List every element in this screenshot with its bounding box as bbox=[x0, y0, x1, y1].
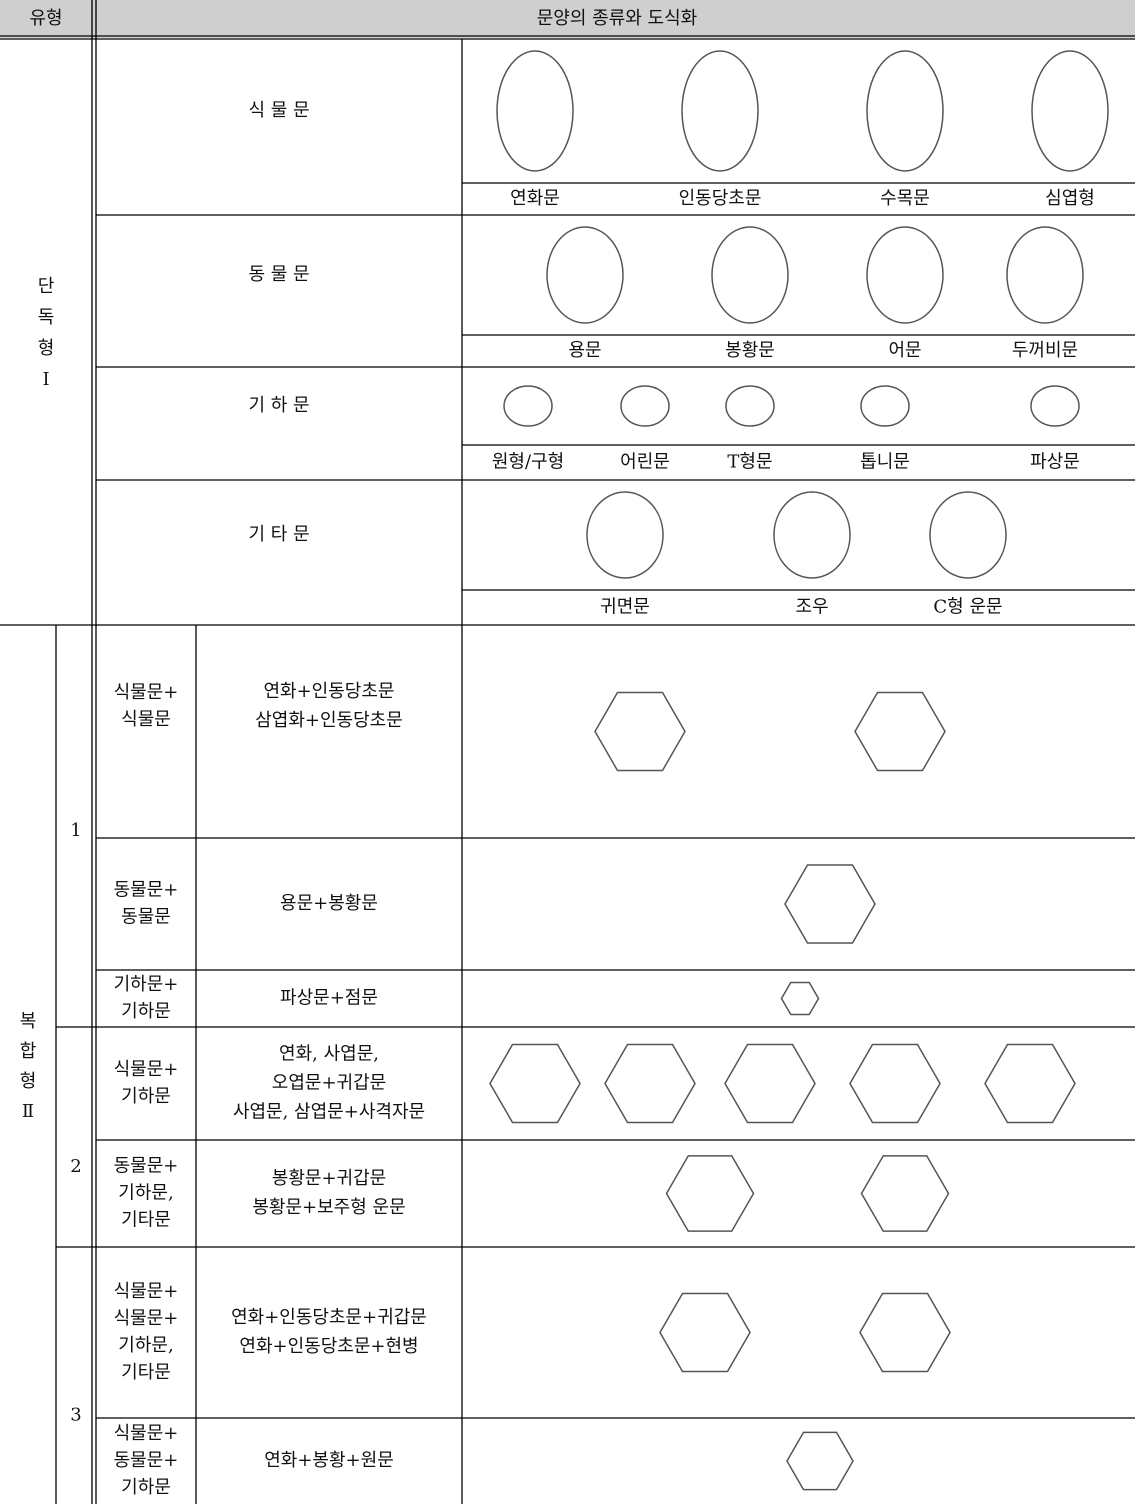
description: 오엽문+귀갑문 bbox=[272, 1073, 386, 1094]
pattern-item: 두꺼비문 bbox=[1012, 340, 1078, 361]
pattern-drawing bbox=[489, 1043, 581, 1124]
pattern-drawing bbox=[1030, 385, 1080, 427]
pattern-name: 기 타 문 bbox=[248, 524, 309, 545]
pattern-drawing bbox=[849, 1043, 941, 1124]
description: 연화, 사엽문, bbox=[279, 1044, 379, 1065]
description: 연화+인동당초문+귀갑문 bbox=[231, 1307, 427, 1328]
group-number: 3 bbox=[70, 1405, 81, 1426]
category: 식물문 bbox=[121, 709, 171, 730]
pattern-drawing bbox=[725, 385, 775, 427]
pattern-drawing bbox=[1031, 50, 1109, 172]
pattern-drawing bbox=[496, 50, 574, 172]
type-label: 합 bbox=[20, 1041, 37, 1062]
pattern-drawing bbox=[659, 1292, 751, 1373]
pattern-drawing bbox=[546, 226, 624, 324]
header-type: 유형 bbox=[29, 8, 62, 29]
pattern-item: 수목문 bbox=[880, 188, 930, 209]
pattern-item: 톱니문 bbox=[860, 452, 910, 473]
type-label: 복 bbox=[20, 1011, 37, 1032]
pattern-drawing bbox=[681, 50, 759, 172]
pattern-drawing bbox=[859, 1292, 951, 1373]
type-label: 단 bbox=[38, 276, 55, 297]
pattern-drawing bbox=[780, 981, 820, 1016]
pattern-drawing bbox=[773, 491, 851, 579]
type-label: Ⅱ bbox=[22, 1101, 34, 1122]
category: 기하문+ bbox=[114, 974, 179, 995]
pattern-drawing bbox=[604, 1043, 696, 1124]
pattern-drawing bbox=[860, 385, 910, 427]
category: 식물문+ bbox=[114, 1423, 179, 1444]
category: 식물문+ bbox=[114, 1308, 179, 1329]
pattern-drawing bbox=[503, 385, 553, 427]
category: 기하문 bbox=[121, 1086, 171, 1107]
description: 봉황문+보주형 운문 bbox=[252, 1197, 405, 1218]
pattern-drawing bbox=[984, 1043, 1076, 1124]
pattern-item: C형 운문 bbox=[933, 597, 1002, 618]
category: 식물문+ bbox=[114, 1281, 179, 1302]
type-label: Ⅰ bbox=[42, 369, 49, 390]
description: 연화+인동당초문+현병 bbox=[239, 1336, 418, 1357]
category: 식물문+ bbox=[114, 1059, 179, 1080]
description: 연화+인동당초문 bbox=[263, 681, 394, 702]
description: 봉황문+귀갑문 bbox=[272, 1168, 386, 1189]
pattern-drawing bbox=[665, 1155, 755, 1232]
header-background bbox=[0, 0, 1135, 38]
pattern-drawing bbox=[724, 1043, 816, 1124]
pattern-drawing bbox=[854, 691, 946, 772]
header-content: 문양의 종류와 도식화 bbox=[537, 8, 697, 29]
pattern-drawing bbox=[711, 226, 789, 324]
pattern-item: 파상문 bbox=[1030, 452, 1080, 473]
pattern-drawing bbox=[866, 50, 944, 172]
pattern-item: 용문 bbox=[568, 340, 601, 361]
category: 동물문+ bbox=[114, 1450, 179, 1471]
description: 연화+봉황+원문 bbox=[264, 1450, 394, 1471]
pattern-item: 어문 bbox=[888, 340, 921, 361]
pattern-drawing bbox=[586, 491, 664, 579]
category: 동물문+ bbox=[114, 1156, 179, 1177]
pattern-drawing bbox=[784, 864, 876, 944]
description: 삼엽화+인동당초문 bbox=[255, 710, 403, 731]
category: 동물문 bbox=[121, 907, 171, 928]
pattern-name: 기 하 문 bbox=[248, 395, 309, 416]
type-label: 형 bbox=[38, 338, 55, 359]
pattern-item: 인동당초문 bbox=[679, 188, 762, 209]
description: 파상문+점문 bbox=[280, 988, 378, 1009]
type-label: 형 bbox=[20, 1071, 37, 1092]
pattern-item: 연화문 bbox=[510, 188, 560, 209]
pattern-item: T형문 bbox=[727, 452, 772, 473]
pattern-drawing bbox=[786, 1431, 854, 1491]
pattern-drawing bbox=[866, 226, 944, 324]
category: 기타문 bbox=[121, 1362, 171, 1383]
category: 식물문+ bbox=[114, 682, 179, 703]
pattern-item: 어린문 bbox=[620, 452, 670, 473]
type-label: 독 bbox=[38, 307, 55, 328]
pattern-drawing bbox=[929, 491, 1007, 579]
pattern-drawing bbox=[594, 691, 686, 772]
description: 사엽문, 삼엽문+사격자문 bbox=[233, 1102, 425, 1123]
pattern-name: 식 물 문 bbox=[248, 100, 309, 121]
pattern-item: 심엽형 bbox=[1045, 188, 1095, 209]
description: 용문+봉황문 bbox=[280, 893, 378, 914]
pattern-item: 조우 bbox=[795, 597, 828, 618]
pattern-item: 봉황문 bbox=[725, 340, 775, 361]
category: 기하문 bbox=[121, 1477, 171, 1498]
category: 기하문, bbox=[118, 1335, 173, 1356]
category: 기타문 bbox=[121, 1210, 171, 1231]
group-number: 2 bbox=[70, 1156, 81, 1177]
pattern-drawing bbox=[860, 1155, 950, 1232]
category: 기하문 bbox=[121, 1001, 171, 1022]
pattern-item: 귀면문 bbox=[600, 597, 650, 618]
group-number: 1 bbox=[70, 820, 81, 841]
pattern-drawing bbox=[620, 385, 670, 427]
category: 동물문+ bbox=[114, 880, 179, 901]
pattern-name: 동 물 문 bbox=[248, 264, 309, 285]
pattern-item: 원형/구형 bbox=[492, 452, 564, 473]
pattern-drawing bbox=[1006, 226, 1084, 324]
category: 기하문, bbox=[118, 1183, 173, 1204]
